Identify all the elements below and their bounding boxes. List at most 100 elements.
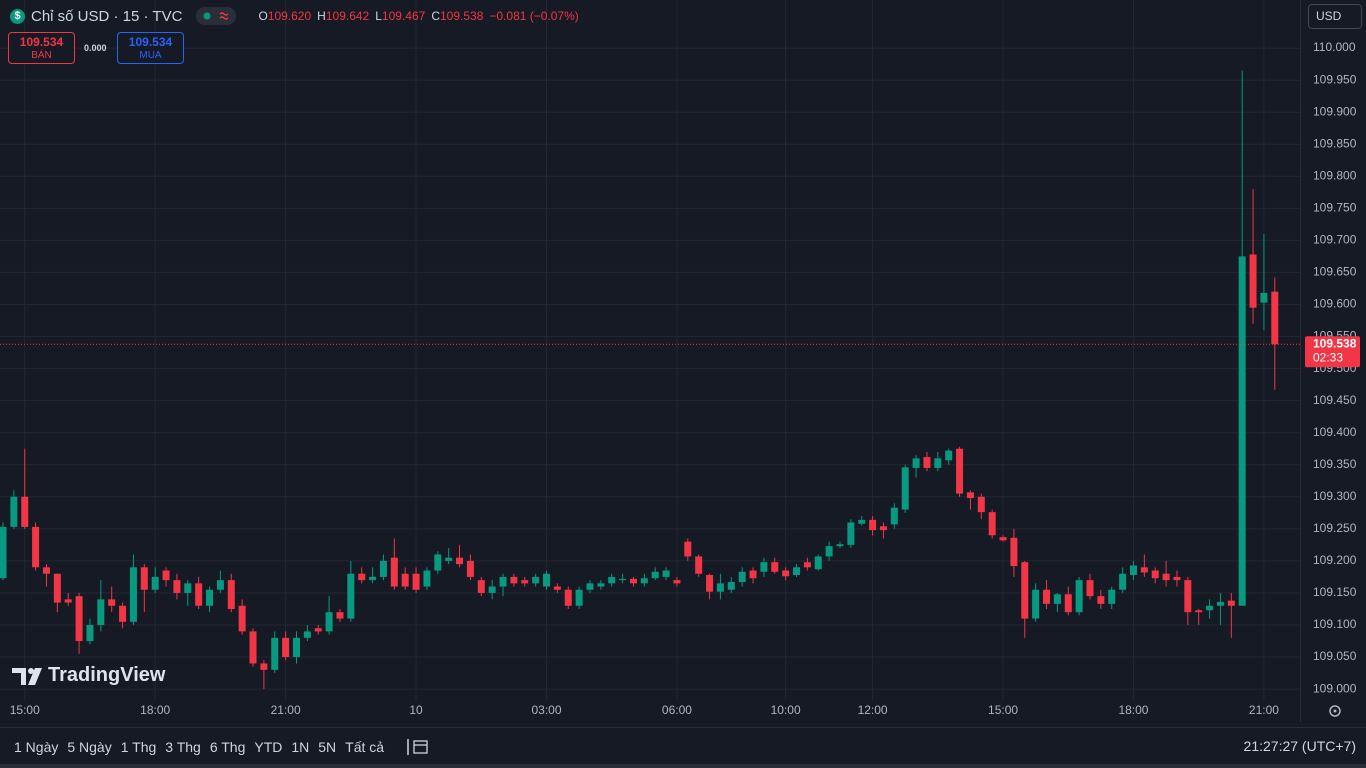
candle-body bbox=[216, 580, 224, 590]
y-tick-label: 110.000 bbox=[1313, 40, 1356, 54]
ohlc-value: 109.642 bbox=[325, 9, 370, 23]
candle-body bbox=[412, 573, 420, 590]
candle-body bbox=[75, 596, 83, 642]
watermark-logo bbox=[12, 668, 42, 685]
candle-body bbox=[673, 580, 681, 584]
candle-body bbox=[477, 580, 485, 593]
candle-body bbox=[151, 576, 159, 590]
candle-body bbox=[803, 562, 811, 568]
candle-body bbox=[260, 663, 268, 670]
range-buttons: 1 Ngày 5 Ngày 1 Thg 3 Thg 6 Thg YTD 1N 5N Tất cả bbox=[0, 738, 384, 755]
candle-body bbox=[336, 612, 344, 619]
y-tick-label: 109.900 bbox=[1313, 104, 1357, 118]
candle-body bbox=[988, 512, 996, 536]
candle-body bbox=[325, 612, 333, 632]
candle-body bbox=[597, 583, 605, 587]
sell-button[interactable]: 109.534 BÁN bbox=[8, 32, 75, 64]
candle-body bbox=[760, 562, 768, 572]
range-button[interactable]: 5 Ngày bbox=[67, 738, 112, 755]
candle-body bbox=[10, 496, 18, 527]
candle-body bbox=[1260, 292, 1268, 303]
candle-body bbox=[1249, 254, 1257, 308]
candle-body bbox=[466, 560, 474, 577]
x-tick-label: 18:00 bbox=[140, 703, 170, 717]
buy-price: 109.534 bbox=[128, 35, 173, 49]
range-button[interactable]: 1N bbox=[291, 738, 310, 755]
chart: 109.000 109.050 109.100 109.150 109.200 109.2… bbox=[0, 0, 1360, 722]
ohlc-key: H bbox=[317, 9, 326, 23]
logo-part bbox=[28, 668, 34, 674]
range-button[interactable]: Tất cả bbox=[345, 738, 385, 755]
candle-body bbox=[695, 556, 703, 574]
delay-icon bbox=[219, 12, 229, 20]
buy-button[interactable]: 109.534 MUA bbox=[117, 32, 184, 64]
candle-body bbox=[358, 573, 366, 581]
candle-body bbox=[129, 567, 137, 622]
candle-body bbox=[499, 576, 507, 587]
bottom-toolbar: 1 Ngày 5 Ngày 1 Thg 3 Thg 6 Thg YTD 1N 5N Tất cả… bbox=[0, 727, 1366, 765]
market-dot bbox=[203, 12, 211, 20]
y-tick-label: 109.050 bbox=[1313, 649, 1357, 663]
range-button[interactable]: 5N bbox=[318, 738, 337, 755]
y-tick-label: 109.200 bbox=[1313, 553, 1357, 567]
ohlc-value: 109.467 bbox=[381, 9, 426, 23]
x-tick-label: 18:00 bbox=[1118, 703, 1148, 717]
settings-icon[interactable] bbox=[1329, 705, 1341, 717]
candle-body bbox=[629, 578, 637, 584]
footer-strip bbox=[0, 764, 1366, 768]
candle-body bbox=[662, 570, 670, 577]
candle-body bbox=[1108, 589, 1116, 604]
candle-body bbox=[108, 599, 116, 606]
candle-body bbox=[282, 637, 290, 658]
x-tick-label: 10 bbox=[409, 703, 423, 717]
range-button[interactable]: YTD bbox=[254, 738, 283, 755]
range-button[interactable]: 1 Thg bbox=[120, 738, 157, 755]
date-range-icon[interactable] bbox=[407, 737, 429, 757]
candle-body bbox=[521, 580, 529, 584]
candle-body bbox=[977, 496, 985, 513]
spread: 0.000 bbox=[84, 43, 107, 53]
candle-body bbox=[1271, 291, 1279, 345]
candle-body bbox=[858, 519, 866, 524]
candle-body bbox=[1119, 573, 1127, 590]
candle-body bbox=[1097, 596, 1105, 604]
candle-body bbox=[575, 589, 583, 606]
status-pill[interactable] bbox=[196, 7, 237, 25]
candle-body bbox=[716, 583, 724, 592]
candle-body bbox=[390, 557, 398, 587]
candle-body bbox=[532, 576, 540, 584]
currency-button[interactable]: USD bbox=[1308, 4, 1362, 29]
y-tick-label: 109.600 bbox=[1313, 297, 1357, 311]
x-tick-label: 21:00 bbox=[1249, 703, 1279, 717]
candle-body bbox=[271, 637, 279, 670]
candle-body bbox=[488, 586, 496, 593]
y-tick-label: 109.150 bbox=[1313, 585, 1357, 599]
y-tick-label: 109.400 bbox=[1313, 425, 1357, 439]
candle-body bbox=[21, 496, 29, 527]
range-button[interactable]: 3 Thg bbox=[165, 738, 201, 755]
symbol-name[interactable]: Chỉ số USD · 15 · TVC bbox=[31, 7, 183, 25]
candle-body bbox=[1227, 600, 1235, 606]
candle-body bbox=[379, 560, 387, 577]
range-button[interactable]: 6 Thg bbox=[209, 738, 246, 755]
candle-body bbox=[445, 557, 453, 561]
sell-label: BÁN bbox=[31, 50, 52, 61]
y-tick-label: 109.450 bbox=[1313, 393, 1357, 407]
range-button[interactable]: 1 Ngày bbox=[14, 738, 59, 755]
candle-body bbox=[782, 570, 790, 577]
candle-body bbox=[825, 546, 833, 557]
candle-body bbox=[543, 573, 550, 587]
candle-body bbox=[651, 571, 659, 579]
candle-body bbox=[836, 544, 844, 547]
candle-body bbox=[1010, 537, 1018, 567]
buy-label: MUA bbox=[139, 50, 162, 61]
candle-body bbox=[608, 576, 616, 584]
candle-body bbox=[749, 570, 757, 579]
candle-body bbox=[1032, 589, 1040, 619]
candle-body bbox=[206, 589, 214, 606]
x-tick-label: 03:00 bbox=[531, 703, 561, 717]
candle-body bbox=[456, 557, 464, 565]
candle-body bbox=[32, 526, 40, 568]
candle-body bbox=[369, 576, 377, 581]
candle-body bbox=[869, 519, 877, 531]
